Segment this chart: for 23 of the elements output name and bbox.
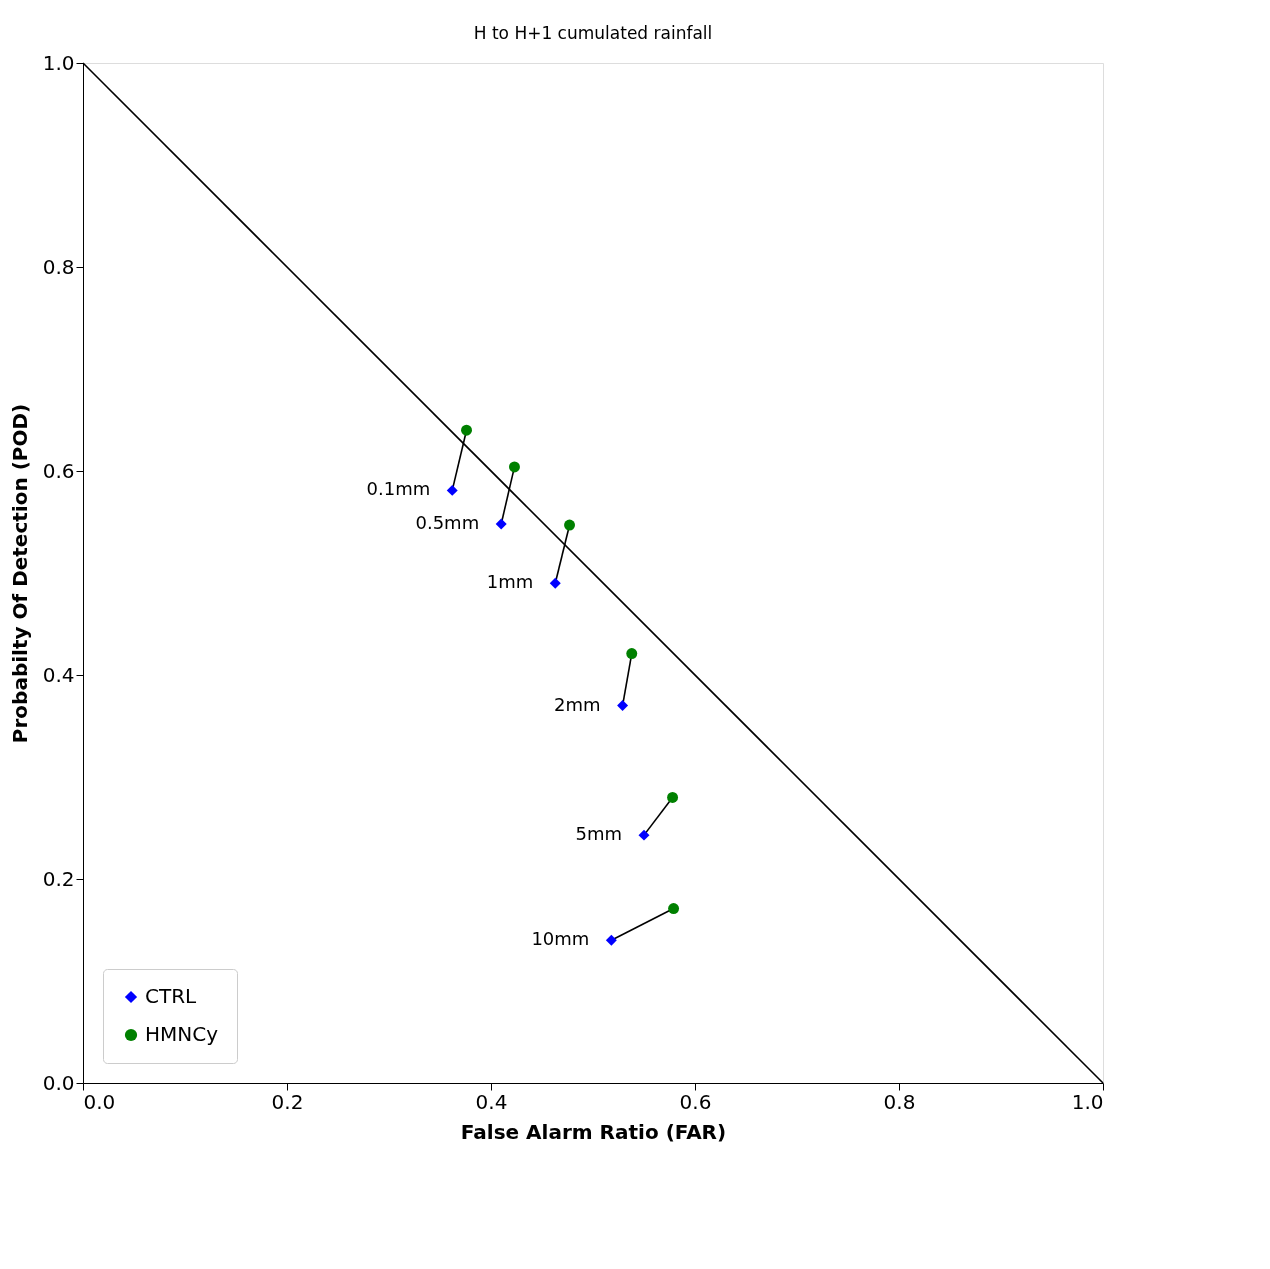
x-tick-label: 0.6 — [679, 1089, 712, 1114]
y-axis-title: Probabilty Of Detection (POD) — [7, 403, 32, 744]
annotation: 5mm — [575, 823, 622, 845]
annotation: 0.1mm — [366, 478, 431, 500]
y-tick-label: 0.8 — [42, 254, 75, 279]
annotation: 0.5mm — [415, 512, 480, 534]
annotation: 10mm — [531, 928, 590, 950]
y-tick-label: 0.0 — [42, 1070, 75, 1095]
chart-title: H to H+1 cumulated rainfall — [473, 23, 713, 43]
y-tick-label: 0.6 — [42, 458, 75, 483]
annotation: 2mm — [554, 693, 601, 715]
x-tick-label: 0.0 — [83, 1089, 116, 1114]
x-tick-label: 1.0 — [1071, 1089, 1104, 1114]
x-tick-label: 0.4 — [475, 1089, 508, 1114]
x-axis-title: False Alarm Ratio (FAR) — [460, 1119, 727, 1144]
y-tick-label: 0.4 — [42, 662, 75, 687]
y-tick-label: 0.2 — [42, 866, 75, 891]
x-tick-label: 0.2 — [271, 1089, 304, 1114]
annotation: 1mm — [486, 571, 534, 593]
x-tick-label: 0.8 — [883, 1089, 916, 1114]
y-tick-label: 1.0 — [42, 50, 75, 75]
legend-label: HMNCy — [145, 1022, 219, 1046]
legend-label: CTRL — [145, 984, 198, 1008]
